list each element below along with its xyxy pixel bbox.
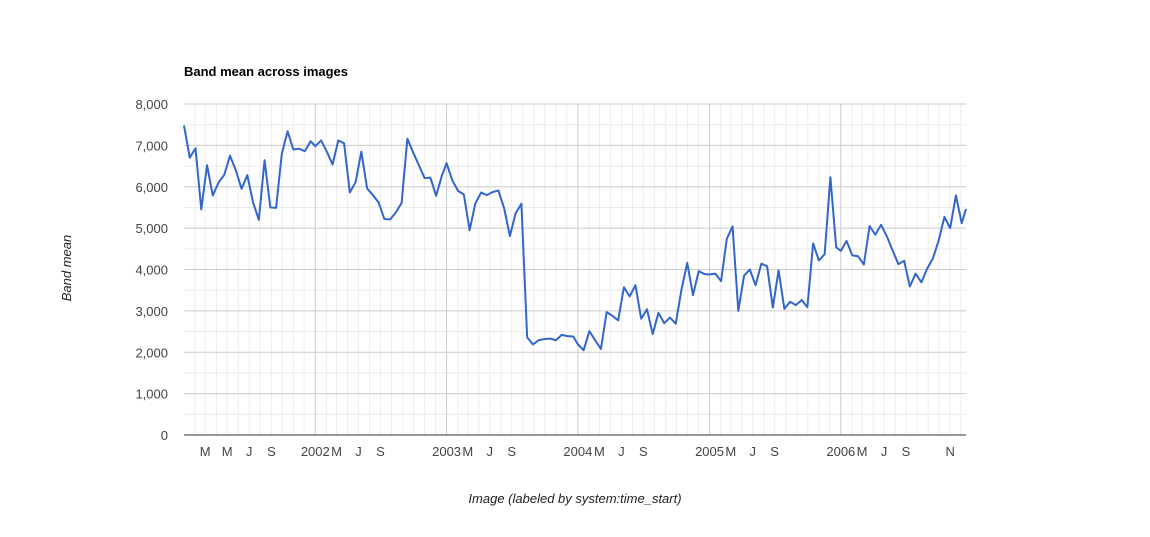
x-tick-label: 2003 xyxy=(432,444,461,459)
x-tick-label: M xyxy=(462,444,473,459)
chart-title: Band mean across images xyxy=(184,64,348,79)
x-tick-label: S xyxy=(507,444,516,459)
x-tick-label: J xyxy=(246,444,253,459)
x-axis-label: Image (labeled by system:time_start) xyxy=(468,491,681,506)
x-tick-label: J xyxy=(881,444,888,459)
y-tick-label: 1,000 xyxy=(135,387,168,402)
x-tick-label: N xyxy=(945,444,954,459)
x-tick-label: M xyxy=(725,444,736,459)
x-tick-label: 2002 xyxy=(301,444,330,459)
x-tick-label: M xyxy=(331,444,342,459)
x-tick-label: M xyxy=(222,444,233,459)
x-tick-label: J xyxy=(749,444,756,459)
x-tick-label: 2004 xyxy=(563,444,592,459)
x-tick-label: S xyxy=(902,444,911,459)
y-tick-label: 8,000 xyxy=(135,97,168,112)
x-tick-label: M xyxy=(594,444,605,459)
y-axis-label: Band mean xyxy=(59,235,74,302)
x-tick-label: J xyxy=(355,444,362,459)
series-line-band-mean xyxy=(183,125,967,352)
x-tick-label: M xyxy=(857,444,868,459)
x-tick-label: S xyxy=(639,444,648,459)
y-tick-label: 7,000 xyxy=(135,138,168,153)
x-tick-label: M xyxy=(200,444,211,459)
x-tick-label: S xyxy=(267,444,276,459)
major-gridlines xyxy=(184,103,966,435)
x-tick-label: 2006 xyxy=(826,444,855,459)
y-tick-label: 5,000 xyxy=(135,221,168,236)
y-tick-label: 0 xyxy=(161,428,168,443)
x-tick-label: J xyxy=(486,444,493,459)
y-axis-ticks: 0 1,000 2,000 3,000 4,000 5,000 6,000 7,000 8,00… xyxy=(135,97,168,443)
y-tick-label: 4,000 xyxy=(135,263,168,278)
y-tick-label: 3,000 xyxy=(135,304,168,319)
x-tick-label: S xyxy=(376,444,385,459)
x-axis-ticks: M M J S 2002 M J S 2003 M J S 2004 M J S 2005 M J S 2006 M J S N xyxy=(200,444,955,459)
y-tick-label: 2,000 xyxy=(135,345,168,360)
y-tick-label: 6,000 xyxy=(135,180,168,195)
x-tick-label: J xyxy=(618,444,625,459)
x-tick-label: 2005 xyxy=(695,444,724,459)
series-group xyxy=(183,125,967,352)
x-tick-label: S xyxy=(770,444,779,459)
